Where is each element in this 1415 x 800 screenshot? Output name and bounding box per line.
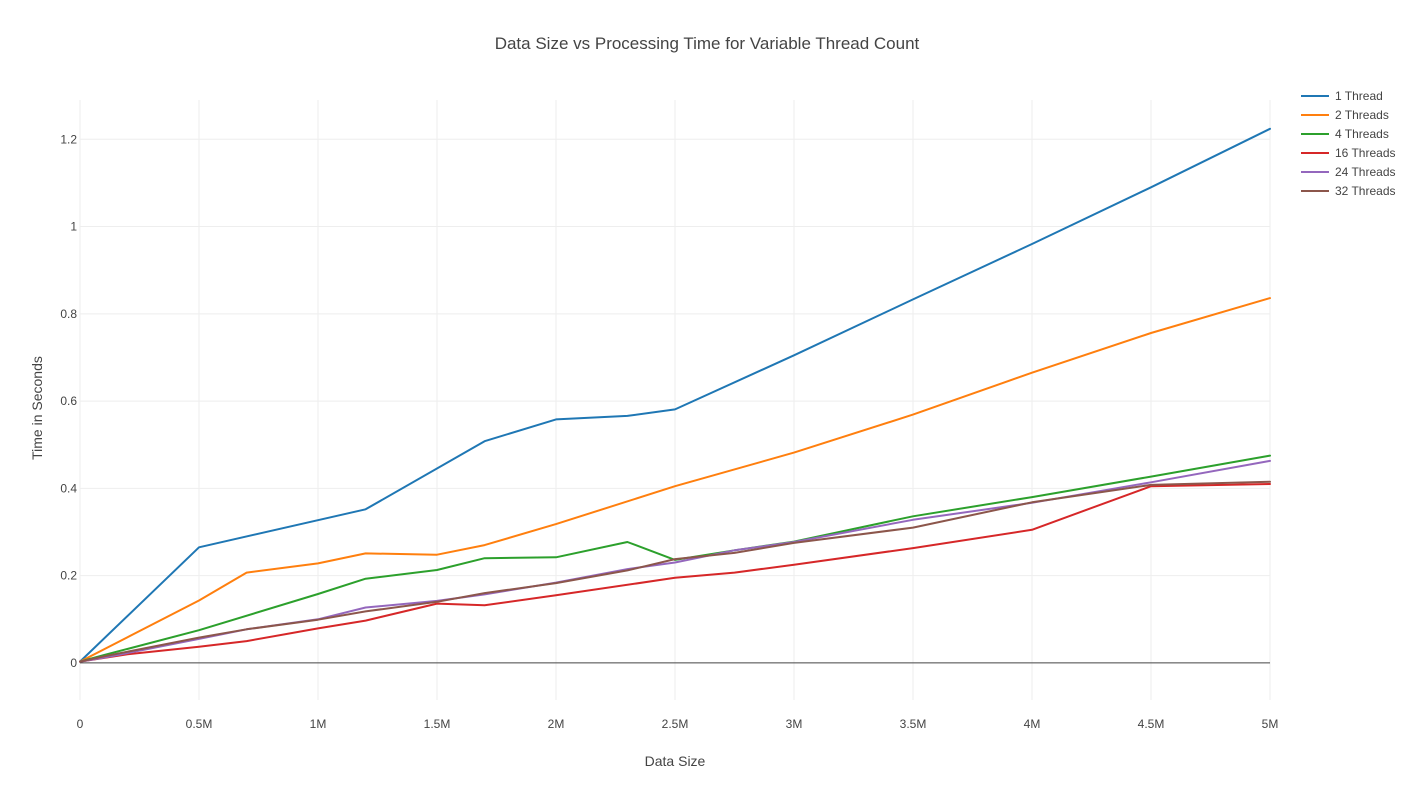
legend-label: 1 Thread [1335, 89, 1383, 103]
legend-label: 4 Threads [1335, 127, 1389, 141]
x-tick-label: 3.5M [900, 717, 927, 731]
y-tick-label: 0 [70, 656, 77, 670]
legend-item[interactable]: 4 Threads [1301, 127, 1389, 141]
legend-item[interactable]: 2 Threads [1301, 108, 1389, 122]
x-tick-label: 2M [548, 717, 565, 731]
legend-label: 16 Threads [1335, 146, 1396, 160]
x-tick-label: 4.5M [1138, 717, 1165, 731]
x-axis-ticks: 0 0.5M 1M 1.5M 2M 2.5M 3M 3.5M 4M 4.5M 5M [77, 717, 1279, 731]
series-lines [79, 127, 1271, 663]
x-tick-label: 2.5M [662, 717, 689, 731]
x-tick-label: 3M [786, 717, 803, 731]
legend-item[interactable]: 16 Threads [1301, 146, 1396, 160]
chart-title: Data Size vs Processing Time for Variabl… [495, 34, 920, 53]
x-tick-label: 4M [1024, 717, 1041, 731]
series-line-6[interactable] [79, 480, 1271, 663]
legend-item[interactable]: 1 Thread [1301, 89, 1383, 103]
x-axis-title: Data Size [645, 753, 706, 769]
series-line-1[interactable] [79, 127, 1271, 663]
legend-item[interactable]: 32 Threads [1301, 184, 1396, 198]
x-tick-label: 5M [1262, 717, 1279, 731]
y-axis-title: Time in Seconds [29, 356, 45, 460]
legend-label: 24 Threads [1335, 165, 1396, 179]
legend[interactable]: 1 Thread 2 Threads 4 Threads 16 Threads 24 T… [1301, 89, 1396, 198]
series-line-3[interactable] [79, 454, 1271, 663]
y-tick-label: 0.6 [60, 394, 77, 408]
series-line-4[interactable] [79, 483, 1271, 663]
x-tick-label: 0.5M [186, 717, 213, 731]
x-tick-label: 1.5M [424, 717, 451, 731]
y-tick-label: 0.8 [60, 307, 77, 321]
legend-item[interactable]: 24 Threads [1301, 165, 1396, 179]
x-tick-label: 1M [310, 717, 327, 731]
x-tick-label: 0 [77, 717, 84, 731]
grid-lines [79, 100, 1271, 700]
legend-label: 2 Threads [1335, 108, 1389, 122]
y-tick-label: 0.2 [60, 569, 77, 583]
y-axis-ticks: 0 0.2 0.4 0.6 0.8 1 1.2 [60, 132, 77, 670]
y-tick-label: 1 [70, 220, 77, 234]
series-line-2[interactable] [79, 297, 1271, 663]
y-tick-label: 0.4 [60, 481, 77, 495]
y-tick-label: 1.2 [60, 132, 77, 146]
legend-label: 32 Threads [1335, 184, 1396, 198]
